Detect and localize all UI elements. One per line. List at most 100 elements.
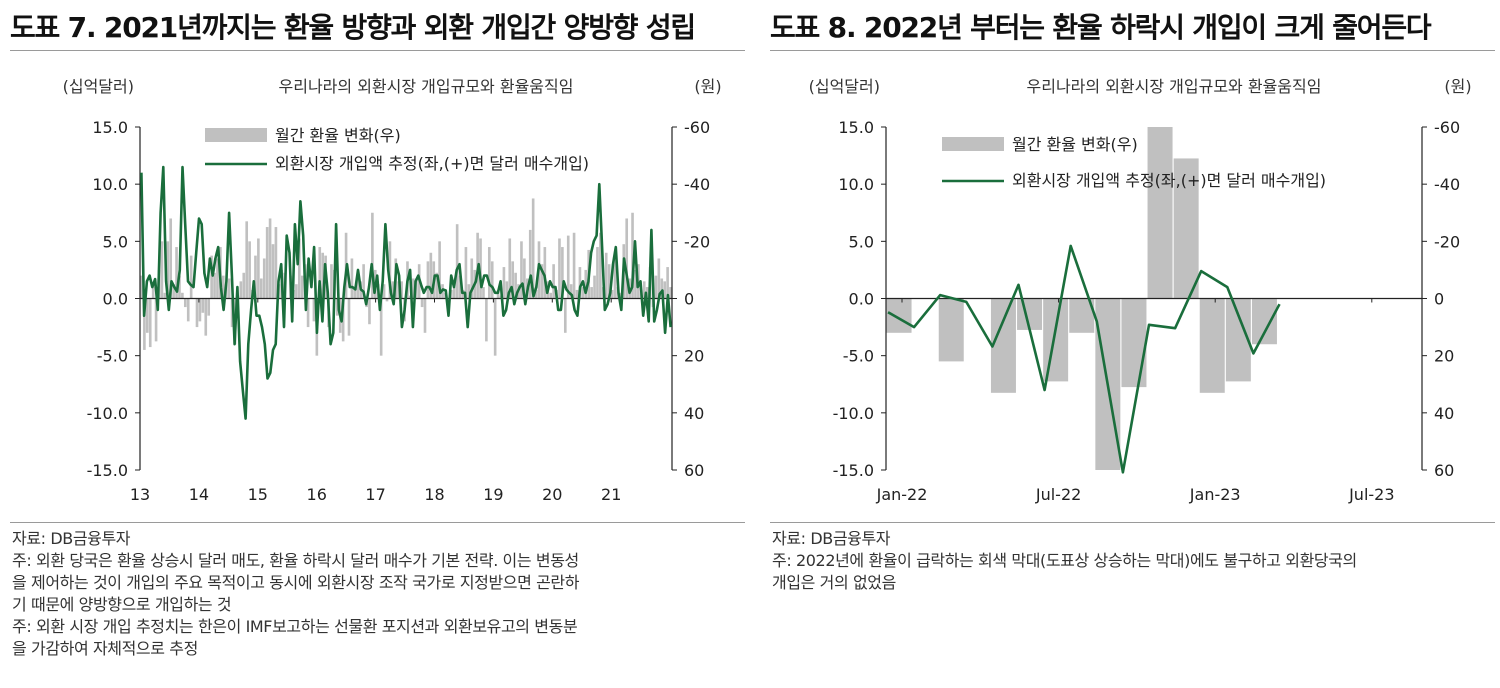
y-tick-right-label: 40 [684, 404, 704, 423]
chart-bar [186, 298, 190, 322]
chart-bar [160, 241, 164, 299]
y-tick-left-label: 15.0 [838, 118, 874, 137]
chart-bar [485, 298, 488, 342]
y-tick-left-label: -15.0 [833, 461, 874, 480]
y-tick-left-label: 10.0 [92, 175, 128, 194]
chart-bar [201, 298, 205, 313]
y-axis-right-unit: (원) [694, 77, 721, 96]
chart-bar [148, 298, 152, 348]
chart-bar [493, 298, 497, 356]
y-tick-right-label: 20 [1434, 347, 1454, 366]
chart-bar [886, 298, 912, 333]
chart-bar [145, 298, 149, 333]
chart-bar [169, 218, 173, 299]
chart-bar [1173, 158, 1199, 299]
chart-bar [581, 287, 585, 299]
figure-panel-7: 도표 7. 2021년까지는 환율 방향과 외환 개입간 양방향 성립 (십억달… [10, 11, 745, 658]
chart-bar [435, 272, 439, 299]
chart-bar [400, 281, 403, 299]
x-tick-label: Jan-23 [1189, 485, 1241, 504]
intervention-line [887, 244, 1281, 474]
y-tick-left-label: 0.0 [103, 290, 128, 309]
chart-bar [330, 264, 333, 299]
chart-bar [534, 289, 538, 299]
y-tick-left-label: 10.0 [838, 175, 874, 194]
chart-bar [452, 287, 456, 299]
chart-bar [549, 292, 553, 299]
chart-bar [660, 278, 664, 299]
footnote-line: 주: 외환 시장 개입 추정치는 한은이 IMF보고하는 선물환 포지션과 외환… [12, 617, 578, 636]
chart-bar [178, 275, 181, 299]
chart-bar [523, 258, 526, 299]
chart-bar [140, 275, 143, 299]
chart-bar [198, 298, 202, 322]
chart-bar [154, 298, 158, 342]
chart-bar [470, 258, 474, 299]
chart-bar [181, 292, 184, 299]
chart-bar [990, 298, 1016, 393]
chart-bar [423, 298, 427, 333]
chart-bar [461, 289, 465, 299]
y-tick-right-label: 40 [1434, 404, 1454, 423]
y-tick-right-label: 60 [684, 461, 704, 480]
chart-bar [604, 252, 608, 299]
chart-bar [248, 241, 251, 299]
footnote-line: 기 때문에 양방향으로 개입하는 것 [12, 595, 232, 614]
chart-bar [458, 275, 462, 299]
chart-bar [312, 298, 316, 322]
footnote-line: 을 제어하는 것이 개입의 주요 목적이고 동시에 외환시장 조작 국가로 지정… [12, 573, 580, 592]
y-tick-right-label: -40 [1434, 175, 1460, 194]
x-tick-label: 13 [130, 485, 150, 504]
legend-line-label: 외환시장 개입액 추정(좌,(+)면 달러 매수개입) [1012, 171, 1326, 190]
chart-bar [654, 275, 658, 299]
chart-bar [508, 238, 512, 299]
chart-bar [245, 221, 249, 299]
y-tick-right-label: 20 [684, 347, 704, 366]
chart-bar [356, 275, 360, 299]
y-axis-left-unit: (십억달러) [63, 77, 134, 96]
footnote-line: 주: 외환 당국은 환율 상승시 달러 매도, 환율 하락시 달러 매수가 기본… [12, 551, 579, 570]
y-tick-left-label: -10.0 [87, 404, 128, 423]
chart-bar [210, 255, 213, 299]
x-tick-label: Jul-22 [1035, 485, 1081, 504]
chart-bar [183, 298, 187, 308]
chart-bar [239, 281, 243, 299]
chart-bar [642, 281, 646, 299]
legend-line-label: 외환시장 개입액 추정(좌,(+)면 달러 매수개입) [275, 154, 589, 173]
chart-bar [938, 298, 964, 362]
chart-bar [195, 298, 199, 328]
chart-bar [271, 244, 275, 299]
chart-bar [669, 287, 672, 299]
chart-bar [1147, 127, 1173, 299]
chart-bar [262, 258, 266, 299]
chart-bar [321, 252, 325, 299]
figure-panel-8: 도표 8. 2022년 부터는 환율 하락시 개입이 크게 줄어든다 (십억달러… [760, 0, 1500, 688]
x-tick-label: 17 [365, 485, 385, 504]
chart-bar [1043, 298, 1069, 382]
chart-bar [1251, 298, 1277, 345]
x-tick-label: Jul-23 [1348, 485, 1394, 504]
y-tick-right-label: -20 [684, 232, 710, 251]
chart-bar [531, 198, 535, 299]
chart-bar [575, 289, 579, 299]
chart-bar [514, 272, 517, 299]
chart-bar [593, 275, 596, 299]
y-tick-right-label: 0 [1434, 290, 1444, 309]
x-tick-label: 20 [542, 485, 562, 504]
chart-bar [625, 218, 629, 299]
chart-bar [172, 284, 175, 299]
chart-bar [350, 258, 354, 299]
x-tick-label: 18 [424, 485, 444, 504]
chart-title: 우리나라의 외환시장 개입규모와 환율움직임 [279, 77, 574, 96]
chart-bar [265, 227, 269, 299]
chart-bar [578, 267, 582, 299]
chart-bar [254, 255, 257, 299]
chart-bar [257, 238, 260, 299]
chart-bar [259, 278, 263, 299]
chart-bar [371, 212, 374, 299]
chart-bar [666, 267, 669, 299]
chart-bar [613, 255, 617, 299]
intervention-line [140, 165, 672, 420]
chart-bar [362, 264, 365, 299]
chart-bar [335, 298, 339, 316]
